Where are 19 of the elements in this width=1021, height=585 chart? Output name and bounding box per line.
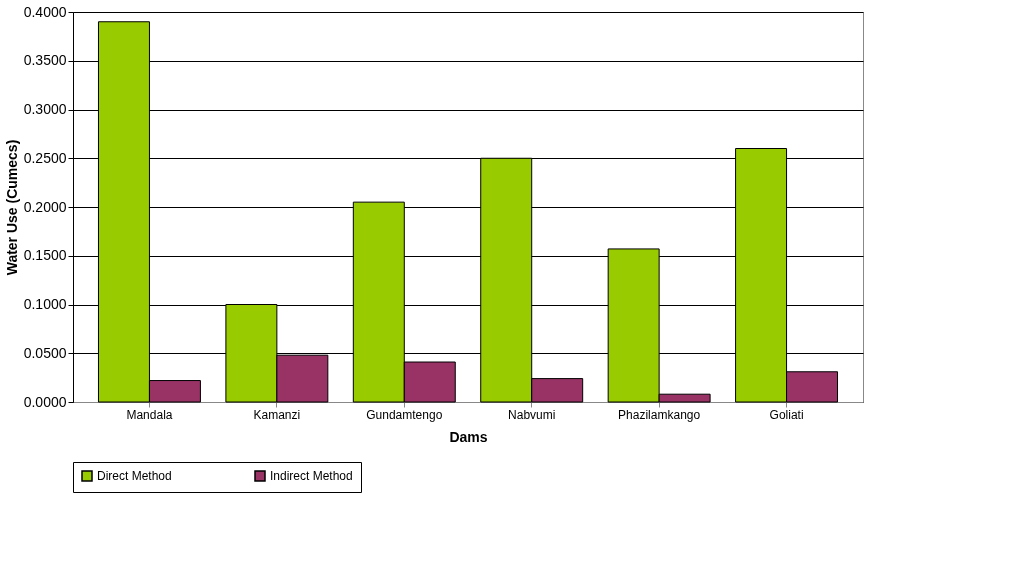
x-axis-title: Dams [449, 428, 488, 445]
y-tick-label: 0.3000 [23, 101, 67, 117]
y-tick-label: 0.1000 [23, 296, 67, 312]
y-tick-label: 0.2500 [23, 149, 67, 166]
y-tick-label: 0.3500 [23, 52, 67, 69]
legend-label: Direct Method [97, 469, 172, 483]
x-tick-label: Gundamtengo [366, 407, 443, 422]
y-axis-title: Water Use (Cumecs) [3, 139, 20, 276]
y-tick-label: 0.2000 [23, 198, 67, 215]
x-tick-label: Nabvumi [508, 407, 556, 422]
legend-label: Indirect Method [270, 469, 353, 483]
y-tick-label: 0.0500 [23, 344, 67, 361]
x-tick-label: Goliati [769, 407, 804, 422]
y-tick-label: 0.4000 [23, 3, 67, 20]
y-tick-label: 0.1500 [23, 247, 67, 264]
x-tick-label: Phazilamkango [618, 407, 701, 422]
x-tick-label: Mandala [126, 407, 173, 422]
x-tick-label: Kamanzi [253, 407, 301, 422]
y-tick-label: 0.0000 [23, 393, 67, 410]
